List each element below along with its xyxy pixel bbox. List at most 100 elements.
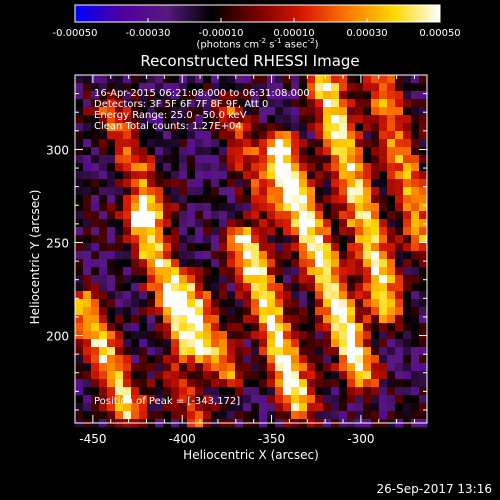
heatmap-cell xyxy=(227,107,236,116)
heatmap-cell xyxy=(155,251,164,260)
heatmap-cell xyxy=(99,259,108,268)
heatmap-cell xyxy=(355,123,364,132)
heatmap-cell xyxy=(171,315,180,324)
heatmap-cell xyxy=(147,203,156,212)
heatmap-cell xyxy=(275,259,284,268)
heatmap-cell xyxy=(323,331,332,340)
heatmap-cell xyxy=(219,315,228,324)
heatmap-cell xyxy=(243,227,252,236)
heatmap-cell xyxy=(403,179,412,188)
heatmap-cell xyxy=(387,235,396,244)
heatmap-cell xyxy=(91,235,100,244)
heatmap-cell xyxy=(371,395,380,404)
heatmap-cell xyxy=(91,307,100,316)
heatmap-cell xyxy=(395,235,404,244)
heatmap-cell xyxy=(339,99,348,108)
heatmap-cell xyxy=(227,179,236,188)
heatmap-cell xyxy=(403,371,412,380)
heatmap-cell xyxy=(267,187,276,196)
heatmap-cell xyxy=(123,403,132,412)
heatmap-cell xyxy=(219,187,228,196)
heatmap-cell xyxy=(91,155,100,164)
heatmap-cell xyxy=(123,155,132,164)
heatmap-cell xyxy=(355,147,364,156)
heatmap-cell xyxy=(259,275,268,284)
heatmap-cell xyxy=(267,171,276,180)
heatmap-cell xyxy=(403,195,412,204)
heatmap-cell xyxy=(203,179,212,188)
heatmap-cell xyxy=(203,251,212,260)
heatmap-cell xyxy=(123,107,132,116)
heatmap-cell xyxy=(259,371,268,380)
heatmap-cell xyxy=(387,243,396,252)
heatmap-cell xyxy=(419,187,428,196)
heatmap-cell xyxy=(155,379,164,388)
heatmap-cell xyxy=(131,379,140,388)
heatmap-cell xyxy=(291,195,300,204)
heatmap-cell xyxy=(115,347,124,356)
heatmap-cell xyxy=(387,227,396,236)
heatmap-cell xyxy=(299,291,308,300)
heatmap-cell xyxy=(315,123,324,132)
heatmap-cell xyxy=(283,339,292,348)
heatmap-cell xyxy=(131,283,140,292)
heatmap-cell xyxy=(347,171,356,180)
heatmap-cell xyxy=(75,299,84,308)
heatmap-cell xyxy=(123,211,132,220)
heatmap-cell xyxy=(243,363,252,372)
heatmap-cell xyxy=(275,203,284,212)
heatmap-cell xyxy=(355,395,364,404)
heatmap-cell xyxy=(83,347,92,356)
heatmap-cell xyxy=(331,163,340,172)
heatmap-cell xyxy=(155,227,164,236)
heatmap-cell xyxy=(91,211,100,220)
heatmap-cell xyxy=(251,395,260,404)
heatmap-cell xyxy=(107,123,116,132)
heatmap-cell xyxy=(275,411,284,420)
heatmap-cell xyxy=(227,323,236,332)
heatmap-cell xyxy=(195,331,204,340)
heatmap-cell xyxy=(179,99,188,108)
heatmap-cell xyxy=(299,259,308,268)
heatmap-cell xyxy=(371,123,380,132)
heatmap-cell xyxy=(411,131,420,140)
heatmap-cell xyxy=(107,259,116,268)
heatmap-cell xyxy=(123,331,132,340)
heatmap-cell xyxy=(123,411,132,420)
heatmap-cell xyxy=(147,91,156,100)
heatmap-cell xyxy=(83,291,92,300)
heatmap-cell xyxy=(115,235,124,244)
heatmap-cell xyxy=(395,403,404,412)
heatmap-cell xyxy=(251,83,260,92)
heatmap-cell xyxy=(291,179,300,188)
colorbar-unit-a: (photons cm xyxy=(196,39,260,51)
heatmap-cell xyxy=(387,355,396,364)
heatmap-cell xyxy=(203,307,212,316)
heatmap-cell xyxy=(275,139,284,148)
heatmap-cell xyxy=(187,155,196,164)
heatmap-cell xyxy=(179,299,188,308)
heatmap-cell xyxy=(147,147,156,156)
heatmap-cell xyxy=(211,203,220,212)
heatmap-cell xyxy=(179,275,188,284)
heatmap-cell xyxy=(299,131,308,140)
heatmap-cell xyxy=(331,99,340,108)
heatmap-cell xyxy=(139,147,148,156)
heatmap-cell xyxy=(331,403,340,412)
heatmap-cell xyxy=(179,75,188,84)
heatmap-cell xyxy=(315,347,324,356)
heatmap-cell xyxy=(123,219,132,228)
heatmap-cell xyxy=(347,259,356,268)
heatmap-cell xyxy=(315,187,324,196)
heatmap-cell xyxy=(219,91,228,100)
heatmap-cell xyxy=(99,387,108,396)
heatmap-cell xyxy=(403,291,412,300)
heatmap-cell xyxy=(99,163,108,172)
colorbar-unit-label: (photons cm-2 s-1 asec-2) xyxy=(75,37,440,50)
heatmap-cell xyxy=(99,291,108,300)
heatmap-cell xyxy=(411,323,420,332)
heatmap-cell xyxy=(131,195,140,204)
heatmap-cell xyxy=(139,379,148,388)
heatmap-cell xyxy=(155,203,164,212)
heatmap-cell xyxy=(283,387,292,396)
